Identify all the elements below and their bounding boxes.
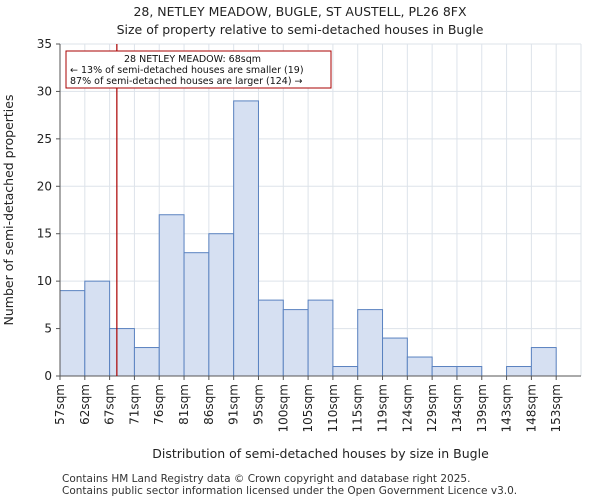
x-tick-label: 95sqm	[251, 384, 265, 425]
histogram-bar	[382, 337, 408, 377]
x-tick-label: 91sqm	[227, 384, 241, 425]
histogram-bar	[506, 366, 532, 377]
x-tick-label: 153sqm	[549, 384, 563, 432]
annotation-box	[65, 50, 332, 89]
y-tick-label: 15	[37, 227, 52, 241]
x-tick-label: 62sqm	[78, 384, 92, 425]
histogram-bar	[431, 366, 458, 377]
x-tick-label: 67sqm	[103, 384, 117, 425]
chart-title: 28, NETLEY MEADOW, BUGLE, ST AUSTELL, PL…	[133, 4, 467, 19]
x-tick-label: 105sqm	[301, 384, 315, 432]
histogram-bar	[84, 280, 111, 377]
x-tick-label: 129sqm	[425, 384, 439, 432]
histogram-bar	[357, 309, 384, 377]
annotation-title: 28 NETLEY MEADOW: 68sqm	[124, 54, 261, 65]
x-tick-label: 134sqm	[450, 384, 464, 432]
y-tick-label: 25	[37, 132, 52, 146]
histogram-bar	[257, 299, 284, 377]
histogram-bar	[307, 299, 334, 377]
histogram-bar	[282, 309, 309, 377]
y-tick-label: 0	[44, 369, 52, 383]
histogram-bar	[109, 328, 135, 377]
y-tick-label: 30	[37, 84, 52, 98]
x-tick-label: 57sqm	[53, 384, 67, 425]
histogram-bar	[530, 347, 557, 377]
x-tick-label: 148sqm	[524, 384, 538, 432]
annotation-smaller: ← 13% of semi-detached houses are smalle…	[70, 65, 304, 76]
chart-subtitle: Size of property relative to semi-detach…	[116, 22, 484, 37]
x-tick-label: 76sqm	[152, 384, 166, 425]
x-tick-label: 115sqm	[351, 384, 365, 432]
x-tick-label: 81sqm	[177, 384, 191, 425]
histogram-bar	[456, 366, 483, 377]
histogram-bar	[406, 356, 433, 377]
footer-licence: Contains public sector information licen…	[62, 485, 518, 497]
x-tick-label: 143sqm	[500, 384, 514, 432]
y-tick-label: 10	[37, 274, 52, 288]
y-tick-label: 20	[37, 179, 52, 193]
annotation-larger: 87% of semi-detached houses are larger (…	[70, 76, 303, 87]
x-tick-label: 100sqm	[276, 384, 290, 432]
histogram-bar	[59, 290, 86, 377]
y-tick-label: 5	[44, 322, 52, 336]
x-tick-label: 110sqm	[326, 384, 340, 432]
x-tick-label: 139sqm	[475, 384, 489, 432]
histogram-bar	[233, 100, 259, 377]
y-axis-label: Number of semi-detached properties	[1, 95, 16, 326]
histogram-bar	[158, 214, 185, 377]
x-axis-label: Distribution of semi-detached houses by …	[152, 446, 489, 461]
x-tick-label: 124sqm	[400, 384, 414, 432]
x-tick-label: 119sqm	[376, 384, 390, 432]
histogram-bar	[332, 366, 359, 377]
x-tick-label: 86sqm	[202, 384, 216, 425]
histogram-bar	[183, 252, 210, 377]
histogram-bar	[133, 347, 160, 377]
y-tick-label: 35	[37, 37, 52, 51]
histogram-bar	[208, 233, 235, 377]
x-tick-label: 71sqm	[127, 384, 141, 425]
footer-copyright: Contains HM Land Registry data © Crown c…	[62, 473, 471, 485]
